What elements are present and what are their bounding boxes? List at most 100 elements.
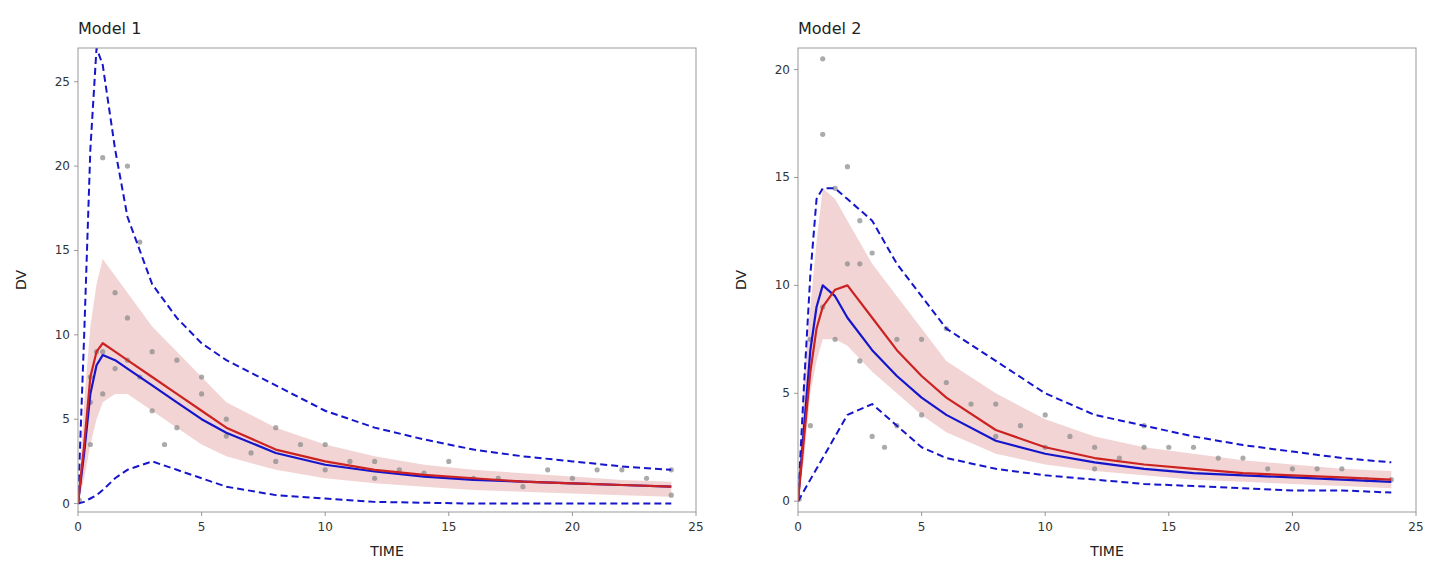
y-tick — [794, 177, 798, 178]
scatter-point — [137, 239, 142, 244]
x-tick-label: 10 — [318, 520, 333, 534]
scatter-point — [112, 290, 117, 295]
y-tick-label: 20 — [775, 63, 790, 77]
scatter-point — [857, 358, 862, 363]
scatter-point — [1092, 466, 1097, 471]
scatter-point — [520, 484, 525, 489]
x-tick-label: 20 — [1285, 520, 1300, 534]
median-line — [78, 343, 671, 503]
chart-title: Model 2 — [798, 19, 861, 38]
x-tick-label: 25 — [688, 520, 703, 534]
scatter-point — [919, 412, 924, 417]
scatter-point — [273, 459, 278, 464]
scatter-point — [820, 56, 825, 61]
y-tick — [794, 501, 798, 502]
scatter-point — [993, 434, 998, 439]
scatter-point — [372, 459, 377, 464]
scatter-point — [845, 164, 850, 169]
scatter-point — [224, 417, 229, 422]
median-line — [798, 285, 1391, 501]
interval-band — [78, 259, 671, 504]
scatter-point — [870, 250, 875, 255]
scatter-point — [1067, 434, 1072, 439]
y-tick — [74, 166, 78, 167]
y-tick-label: 25 — [55, 75, 70, 89]
scatter-point — [199, 391, 204, 396]
scatter-point — [857, 261, 862, 266]
scatter-point — [857, 218, 862, 223]
scatter-point — [150, 349, 155, 354]
median-line — [78, 355, 671, 503]
scatter-point — [273, 425, 278, 430]
x-tick-label: 15 — [441, 520, 456, 534]
x-tick — [572, 512, 573, 516]
scatter-point — [595, 467, 600, 472]
x-tick-label: 25 — [1408, 520, 1423, 534]
figure: 05101520250510152025Model 1TIMEDV0510152… — [0, 0, 1440, 576]
x-tick-label: 10 — [1038, 520, 1053, 534]
scatter-point — [298, 442, 303, 447]
scatter-point — [1191, 445, 1196, 450]
scatter-point — [174, 358, 179, 363]
x-tick-label: 15 — [1161, 520, 1176, 534]
x-tick — [696, 512, 697, 516]
plot-frame — [78, 48, 696, 512]
y-tick — [74, 250, 78, 251]
y-tick — [794, 69, 798, 70]
x-tick — [78, 512, 79, 516]
interval-line — [78, 48, 671, 504]
scatter-point — [894, 337, 899, 342]
y-tick — [794, 285, 798, 286]
plot-area — [798, 56, 1394, 501]
scatter-point — [919, 337, 924, 342]
x-tick — [1292, 512, 1293, 516]
scatter-point — [446, 459, 451, 464]
scatter-point — [372, 476, 377, 481]
scatter-point — [199, 374, 204, 379]
scatter-point — [100, 349, 105, 354]
x-tick — [1168, 512, 1169, 516]
panel: 05101520250510152025Model 1TIMEDV — [13, 19, 704, 559]
x-axis-label: TIME — [369, 543, 404, 559]
scatter-point — [1117, 455, 1122, 460]
scatter-point — [150, 408, 155, 413]
x-tick — [921, 512, 922, 516]
scatter-point — [1265, 466, 1270, 471]
y-tick-label: 0 — [782, 494, 790, 508]
scatter-point — [347, 459, 352, 464]
scatter-point — [112, 366, 117, 371]
scatter-point — [1141, 445, 1146, 450]
y-tick-label: 15 — [775, 170, 790, 184]
scatter-point — [1339, 466, 1344, 471]
y-axis-label: DV — [733, 270, 749, 291]
y-tick-label: 5 — [782, 386, 790, 400]
x-tick-label: 20 — [565, 520, 580, 534]
x-tick — [325, 512, 326, 516]
interval-line — [78, 461, 671, 503]
scatter-point — [644, 476, 649, 481]
scatter-point — [1043, 412, 1048, 417]
scatter-point — [125, 315, 130, 320]
y-tick-label: 10 — [775, 278, 790, 292]
scatter-point — [845, 261, 850, 266]
scatter-point — [100, 155, 105, 160]
scatter-point — [993, 401, 998, 406]
x-axis-label: TIME — [1089, 543, 1124, 559]
scatter-point — [323, 467, 328, 472]
scatter-point — [162, 442, 167, 447]
scatter-point — [1092, 445, 1097, 450]
scatter-point — [1290, 466, 1295, 471]
scatter-point — [1216, 455, 1221, 460]
y-tick — [74, 419, 78, 420]
x-tick — [798, 512, 799, 516]
scatter-point — [1315, 466, 1320, 471]
scatter-point — [820, 132, 825, 137]
y-tick-label: 0 — [62, 497, 70, 511]
interval-line — [798, 188, 1391, 501]
y-tick — [74, 503, 78, 504]
scatter-point — [570, 476, 575, 481]
x-tick — [1416, 512, 1417, 516]
y-tick — [794, 393, 798, 394]
scatter-point — [248, 450, 253, 455]
scatter-point — [323, 442, 328, 447]
